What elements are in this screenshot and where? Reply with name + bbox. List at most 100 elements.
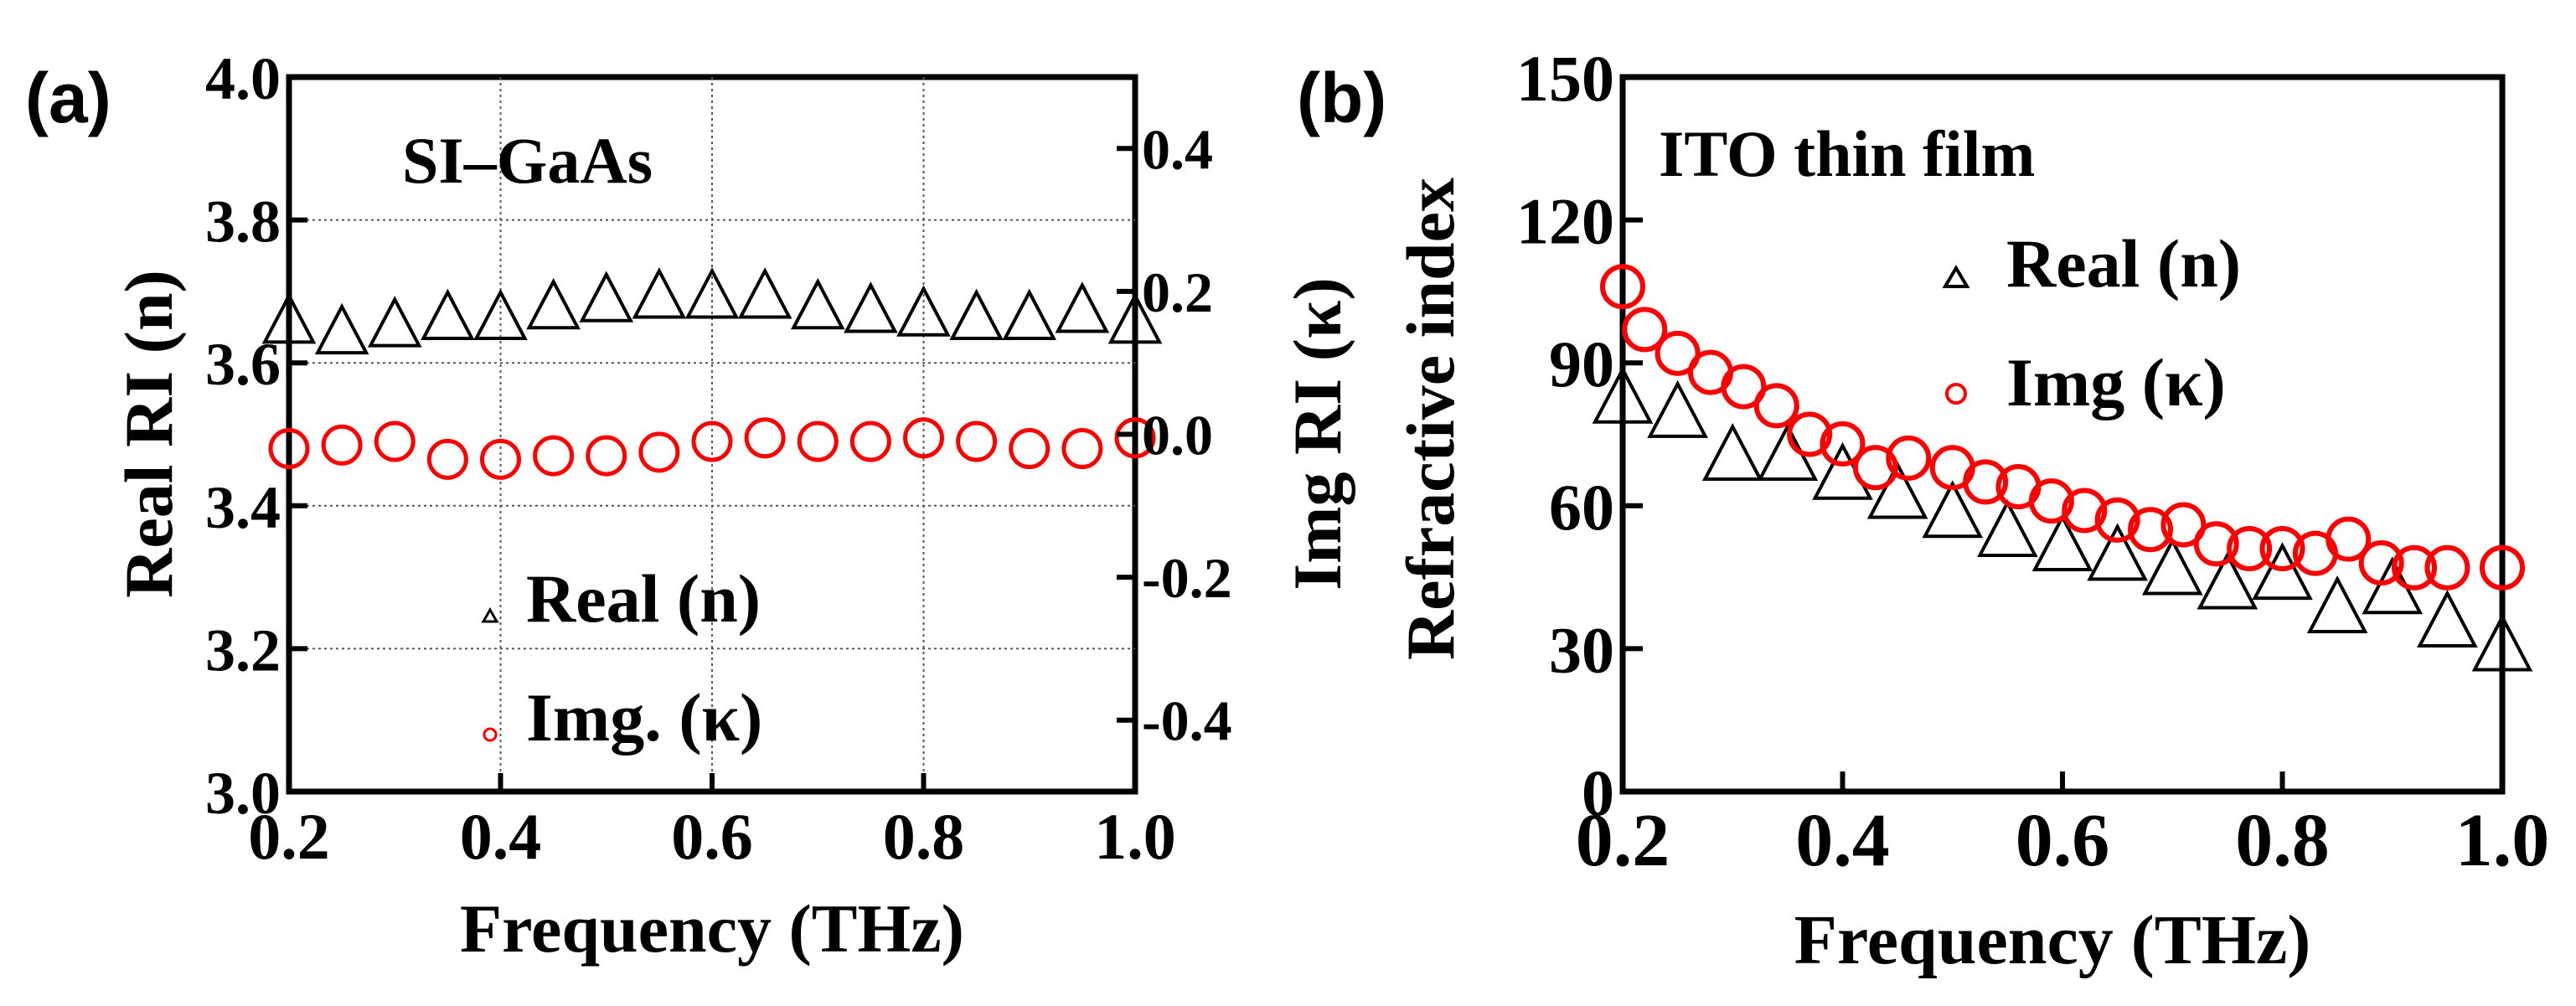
point-b-real — [1592, 365, 1654, 424]
panel-a-points — [261, 267, 1163, 480]
legend-b-real-label: Real (n) — [2006, 225, 2241, 302]
tick-label-b-x: 0.4 — [1795, 799, 1890, 882]
panel-a-title: SI–GaAs — [402, 124, 653, 197]
panel-b-ylabel: Refractive index — [1392, 178, 1469, 660]
point-a-real — [632, 267, 687, 319]
tick-label-a-y: 3.2 — [205, 616, 281, 684]
point-a-real — [1107, 291, 1163, 344]
tick-label-a-y2: -0.2 — [1142, 546, 1232, 610]
tick-label-b-y: 150 — [1516, 42, 1614, 115]
point-a-img — [638, 431, 680, 473]
panel-b-xlabel: Frequency (THz) — [1794, 901, 2311, 979]
panel-b: (b) 0.2 0.4 0.6 0.8 1.0 0 30 60 90 120 150 ITO thi… — [1297, 42, 2549, 979]
point-a-real — [737, 267, 792, 319]
point-b-img — [1721, 364, 1767, 410]
panel-a-ylabel: Real RI (n) — [111, 270, 187, 598]
point-b-real — [2417, 590, 2478, 648]
point-b-real — [1922, 480, 1984, 539]
point-a-img — [321, 424, 363, 466]
point-a-img — [1009, 428, 1051, 470]
legend-b-img-marker — [1945, 383, 1967, 405]
point-a-img — [691, 420, 733, 462]
point-b-real — [2141, 537, 2203, 596]
legend-a-img-label: Img. (κ) — [526, 679, 762, 756]
tick-label-a-x: 0.2 — [248, 800, 330, 873]
point-a-real — [790, 277, 845, 330]
tick-label-a-y2: -0.4 — [1142, 689, 1232, 753]
point-a-img — [426, 438, 468, 480]
point-a-real — [579, 271, 634, 322]
tick-label-a-x: 0.4 — [460, 800, 542, 873]
tick-label-b-y: 60 — [1549, 471, 1614, 544]
point-a-img — [480, 438, 521, 480]
point-b-img — [2480, 544, 2525, 591]
legend-b-real-marker — [1942, 265, 1970, 288]
panel-b-legend: Real (n) Img (κ) — [1942, 225, 2241, 420]
point-b-img — [1622, 307, 1668, 353]
panel-a: (a) 0.2 0.4 0.6 0.8 1.0 3.0 3.2 3.4 3.6 3.8 4.0 -0.… — [25, 45, 1355, 967]
point-b-img — [1852, 445, 1898, 491]
panel-a-xlabel: Frequency (THz) — [460, 890, 964, 967]
tick-label-b-x: 1.0 — [2455, 799, 2550, 882]
point-b-img — [2193, 521, 2239, 567]
tick-label-b-x: 0.6 — [2016, 799, 2110, 882]
panel-b-ticks: 0.2 0.4 0.6 0.8 1.0 0 30 60 90 120 150 — [1516, 42, 2549, 882]
tick-label-a-y: 3.6 — [205, 331, 281, 398]
point-a-real — [421, 288, 475, 341]
panel-b-label: (b) — [1297, 59, 1386, 137]
point-b-real — [2031, 513, 2093, 572]
tick-label-a-y2: 0.2 — [1142, 261, 1213, 324]
point-b-img — [1753, 383, 1799, 429]
point-b-img — [2259, 525, 2305, 571]
point-b-real — [2252, 542, 2313, 601]
point-a-img — [956, 420, 998, 462]
point-a-real — [844, 281, 898, 333]
tick-label-a-y: 3.8 — [205, 188, 281, 255]
tick-label-b-y: 120 — [1516, 185, 1614, 258]
point-a-real — [314, 302, 369, 355]
point-a-real — [896, 285, 951, 337]
legend-a-real-marker — [481, 606, 499, 623]
point-b-img — [2094, 497, 2140, 543]
tick-label-a-x: 1.0 — [1094, 800, 1176, 873]
point-b-img — [2160, 502, 2207, 548]
point-b-real — [2087, 523, 2148, 581]
tick-label-a-x: 0.6 — [671, 800, 753, 873]
point-b-img — [2062, 488, 2108, 534]
legend-a-real-label: Real (n) — [526, 560, 761, 637]
point-b-real — [1701, 423, 1763, 482]
point-a-img — [268, 428, 310, 470]
point-a-real — [526, 277, 581, 330]
tick-label-b-y: 30 — [1549, 613, 1614, 686]
point-a-img — [533, 435, 575, 477]
panel-a-grid — [289, 77, 1135, 792]
tick-label-a-y: 3.4 — [205, 474, 281, 541]
point-b-img — [1820, 420, 1866, 467]
point-a-img — [797, 420, 839, 462]
point-a-img — [1061, 428, 1103, 470]
point-a-img — [1114, 417, 1156, 459]
point-b-img — [1787, 411, 1833, 457]
point-b-img — [1963, 459, 2009, 505]
panel-b-points — [1592, 264, 2533, 672]
point-a-real — [261, 291, 317, 344]
point-b-img — [2128, 507, 2173, 553]
point-b-real — [2471, 613, 2533, 672]
point-a-img — [903, 417, 944, 459]
panel-a-label: (a) — [25, 59, 111, 137]
tick-label-a-y: 4.0 — [205, 45, 281, 112]
tick-label-a-y: 3.0 — [205, 760, 281, 827]
point-b-img — [1886, 435, 1932, 481]
tick-label-a-x: 0.8 — [883, 800, 965, 873]
panel-a-ticks: 0.2 0.4 0.6 0.8 1.0 3.0 3.2 3.4 3.6 3.8 4.0 -0.4 -0.… — [205, 45, 1232, 873]
tick-label-a-y2: 0.4 — [1142, 117, 1213, 181]
point-a-real — [949, 288, 1004, 341]
legend-b-img-label: Img (κ) — [2006, 344, 2226, 420]
point-b-img — [2358, 540, 2404, 586]
point-b-real — [2306, 575, 2368, 633]
tick-label-b-x: 0.8 — [2235, 799, 2330, 882]
point-b-img — [2424, 544, 2470, 591]
point-b-real — [2197, 551, 2259, 610]
tick-label-a-y2: 0.0 — [1142, 404, 1213, 467]
